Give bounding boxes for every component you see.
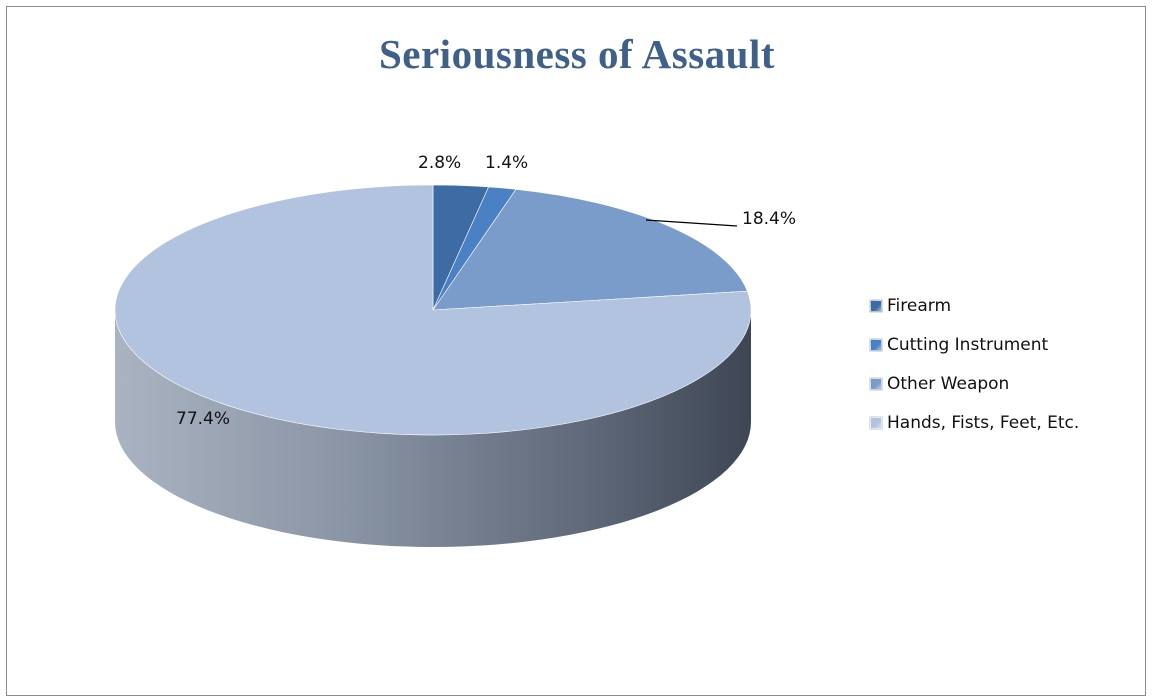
legend-label-firearm: Firearm [887,296,952,316]
legend-label-cutting-instrument: Cutting Instrument [887,335,1049,355]
legend-item-firearm: Firearm [870,296,1079,316]
legend-swatch-cutting-instrument [870,339,882,351]
legend-item-hands-fists-feet: Hands, Fists, Feet, Etc. [870,413,1079,433]
pie-chart: 2.8% 1.4% 18.4% 77.4% [114,153,796,547]
value-label-cutting-instrument: 1.4% [485,153,528,173]
pie-slice-hands-fists-feet [114,184,752,436]
legend: Firearm Cutting Instrument Other Weapon … [870,296,1079,452]
value-label-other-weapon: 18.4% [742,209,796,229]
legend-label-hands-fists-feet: Hands, Fists, Feet, Etc. [887,413,1080,433]
pie-side-wall [115,310,751,547]
legend-swatch-other-weapon [870,378,882,390]
legend-item-other-weapon: Other Weapon [870,374,1079,394]
chart-title: Seriousness of Assault [378,31,775,77]
legend-item-cutting-instrument: Cutting Instrument [870,335,1079,355]
legend-swatch-hands-fists-feet [870,417,882,429]
value-label-hands-fists-feet: 77.4% [176,409,230,429]
legend-label-other-weapon: Other Weapon [887,374,1010,394]
legend-swatch-firearm [870,300,882,312]
value-label-firearm: 2.8% [418,153,461,173]
leader-line-other-weapon [645,219,738,227]
pie-slice-other-weapon [432,189,748,311]
